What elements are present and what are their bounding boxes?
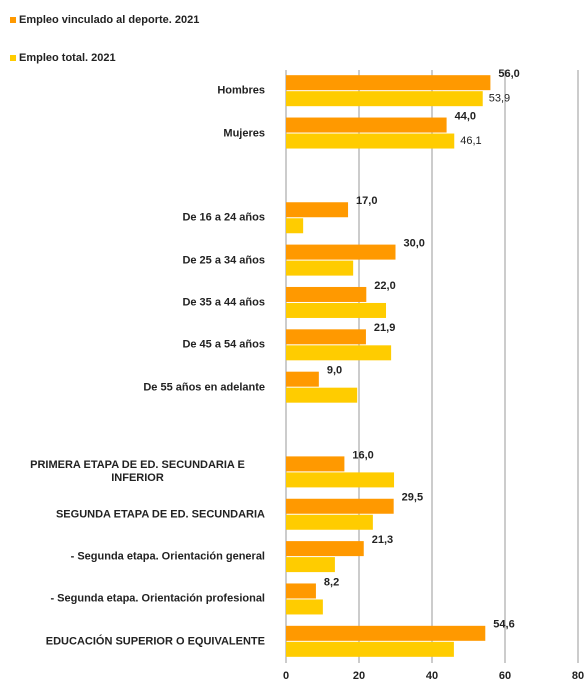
category-label: Hombres (217, 84, 265, 97)
bar (286, 387, 358, 403)
category-label: De 16 a 24 años (182, 211, 265, 224)
category-label: - Segunda etapa. Orientación general (70, 550, 265, 563)
x-tick-label: 40 (426, 670, 438, 682)
legend-label: Empleo total. 2021 (19, 52, 116, 64)
x-tick-label: 80 (572, 670, 584, 682)
x-tick-label: 0 (283, 670, 289, 682)
bar (286, 133, 455, 149)
category-label: De 45 a 54 años (182, 338, 265, 351)
value-label: 9,0 (327, 365, 342, 377)
value-label: 53,9 (489, 93, 510, 105)
bar (286, 117, 447, 133)
value-label: 29,5 (402, 492, 423, 504)
bar (286, 625, 486, 641)
legend-swatch (10, 55, 16, 61)
bar (286, 329, 366, 345)
value-label: 17,0 (356, 195, 377, 207)
value-label: 56,0 (498, 68, 519, 80)
category-label: De 55 años en adelante (143, 381, 265, 394)
bar (286, 514, 373, 530)
bar (286, 472, 395, 488)
bar (286, 456, 345, 472)
bar (286, 244, 396, 260)
bar (286, 75, 491, 91)
bar (286, 641, 454, 657)
bar (286, 557, 335, 573)
bar (286, 91, 483, 107)
value-label: 21,3 (372, 534, 393, 546)
value-label: 46,1 (460, 135, 481, 147)
value-label: 16,0 (352, 449, 373, 461)
value-label: 30,0 (404, 238, 425, 250)
bar (286, 371, 319, 387)
value-label: 8,2 (324, 576, 339, 588)
bar (286, 218, 304, 234)
bar (286, 498, 394, 514)
category-label: De 25 a 34 años (182, 254, 265, 267)
bar (286, 260, 354, 276)
value-label: 54,6 (493, 619, 514, 631)
category-label: - Segunda etapa. Orientación profesional (50, 592, 265, 605)
legend-swatch (10, 17, 16, 23)
category-label: EDUCACIÓN SUPERIOR O EQUIVALENTE (45, 635, 265, 648)
category-label: De 35 a 44 años (182, 296, 265, 309)
bar (286, 541, 364, 557)
legend-label: Empleo vinculado al deporte. 2021 (19, 14, 199, 26)
category-label: SEGUNDA ETAPA DE ED. SECUNDARIA (55, 508, 265, 521)
value-label: 21,9 (374, 322, 395, 334)
value-label: 22,0 (374, 280, 395, 292)
bar (286, 286, 367, 302)
bar (286, 599, 323, 615)
bar (286, 583, 316, 599)
category-label: PRIMERA ETAPA DE ED. SECUNDARIA E INFERI… (30, 459, 245, 485)
x-tick-label: 20 (353, 670, 365, 682)
category-label: Mujeres (223, 127, 265, 140)
x-tick-label: 60 (499, 670, 511, 682)
bar (286, 302, 387, 318)
value-label: 44,0 (455, 110, 476, 122)
bar (286, 202, 349, 218)
bar (286, 345, 392, 361)
